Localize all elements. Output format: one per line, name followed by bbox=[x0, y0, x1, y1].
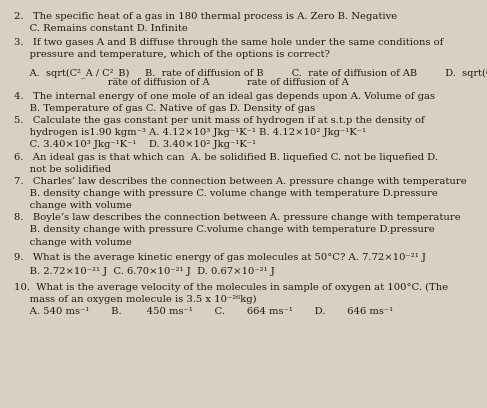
Text: 3.   If two gases A and B diffuse through the same hole under the same condition: 3. If two gases A and B diffuse through … bbox=[14, 38, 443, 47]
Text: mass of an oxygen molecule is 3.5 x 10⁻²⁶kg): mass of an oxygen molecule is 3.5 x 10⁻²… bbox=[14, 295, 257, 304]
Text: 5.   Calculate the gas constant per unit mass of hydrogen if at s.t.p the densit: 5. Calculate the gas constant per unit m… bbox=[14, 115, 425, 125]
Text: change with volume: change with volume bbox=[14, 201, 132, 210]
Text: A.  sqrt(C²_A / C²_B)     B.  rate of diffusion of B         C.  rate of diffusi: A. sqrt(C²_A / C²_B) B. rate of diffusio… bbox=[14, 68, 487, 78]
Text: B. 2.72×10⁻²¹ J  C. 6.70×10⁻²¹ J  D. 0.67×10⁻²¹ J: B. 2.72×10⁻²¹ J C. 6.70×10⁻²¹ J D. 0.67×… bbox=[14, 267, 275, 276]
Text: 7.   Charles’ law describes the connection between A. pressure change with tempe: 7. Charles’ law describes the connection… bbox=[14, 177, 467, 186]
Text: 4.   The internal energy of one mole of an ideal gas depends upon A. Volume of g: 4. The internal energy of one mole of an… bbox=[14, 92, 435, 101]
Text: not be solidified: not be solidified bbox=[14, 165, 111, 174]
Text: C. Remains constant D. Infinite: C. Remains constant D. Infinite bbox=[14, 24, 188, 33]
Text: B. Temperature of gas C. Native of gas D. Density of gas: B. Temperature of gas C. Native of gas D… bbox=[14, 104, 315, 113]
Text: C. 3.40×10³ Jkg⁻¹K⁻¹    D. 3.40×10² Jkg⁻¹K⁻¹: C. 3.40×10³ Jkg⁻¹K⁻¹ D. 3.40×10² Jkg⁻¹K⁻… bbox=[14, 140, 256, 149]
Text: 10.  What is the average velocity of the molecules in sample of oxygen at 100°C.: 10. What is the average velocity of the … bbox=[14, 283, 448, 292]
Text: rate of diffusion of A            rate of diffusion of A: rate of diffusion of A rate of diffusion… bbox=[14, 78, 349, 86]
Text: 6.   An ideal gas is that which can  A. be solidified B. liquefied C. not be liq: 6. An ideal gas is that which can A. be … bbox=[14, 153, 438, 162]
Text: B. density change with pressure C. volume change with temperature D.pressure: B. density change with pressure C. volum… bbox=[14, 189, 438, 198]
Text: B. density change with pressure C.volume change with temperature D.pressure: B. density change with pressure C.volume… bbox=[14, 226, 435, 235]
Text: hydrogen is1.90 kgm⁻³ A. 4.12×10³ Jkg⁻¹K⁻¹ B. 4.12×10² Jkg⁻¹K⁻¹: hydrogen is1.90 kgm⁻³ A. 4.12×10³ Jkg⁻¹K… bbox=[14, 128, 366, 137]
Text: 9.   What is the average kinetic energy of gas molecules at 50°C? A. 7.72×10⁻²¹ : 9. What is the average kinetic energy of… bbox=[14, 253, 426, 262]
Text: A. 540 ms⁻¹       B.        450 ms⁻¹       C.       664 ms⁻¹       D.       646 : A. 540 ms⁻¹ B. 450 ms⁻¹ C. 664 ms⁻¹ D. 6… bbox=[14, 307, 393, 316]
Text: 2.   The specific heat of a gas in 180 thermal process is A. Zero B. Negative: 2. The specific heat of a gas in 180 the… bbox=[14, 11, 397, 20]
Text: change with volume: change with volume bbox=[14, 237, 132, 246]
Text: pressure and temperature, which of the options is correct?: pressure and temperature, which of the o… bbox=[14, 50, 330, 59]
Text: 8.   Boyle’s law describes the connection between A. pressure change with temper: 8. Boyle’s law describes the connection … bbox=[14, 213, 461, 222]
